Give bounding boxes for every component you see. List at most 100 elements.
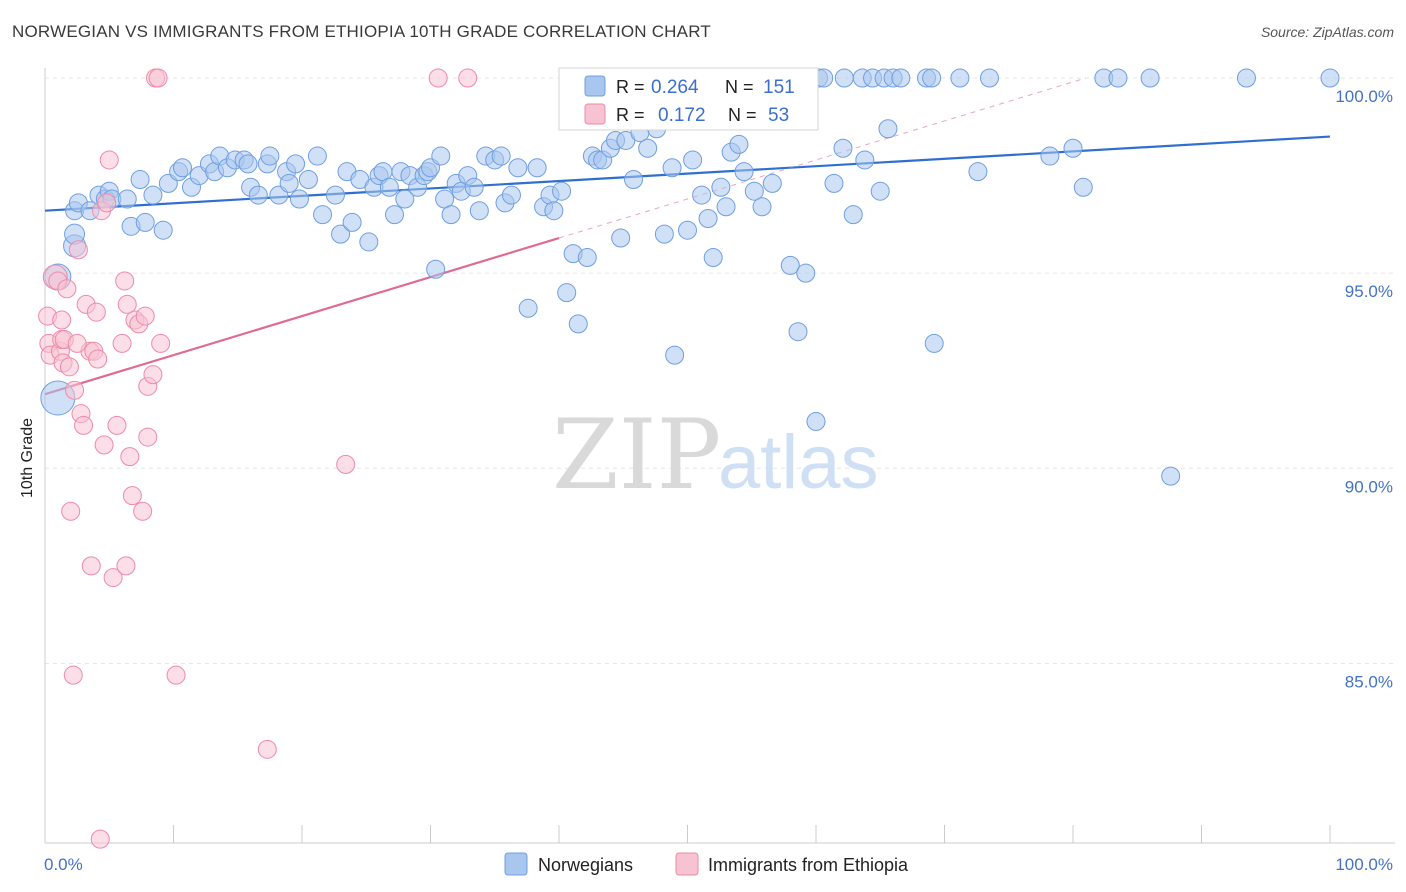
point-norwegians-28 [238, 154, 258, 174]
watermark-atlas: atlas [718, 420, 879, 505]
point-norwegians-74 [518, 298, 538, 318]
point-norwegians-78 [544, 201, 564, 221]
point-norwegians-89 [611, 228, 631, 248]
point-norwegians-80 [557, 283, 577, 303]
point-norwegians-120 [878, 119, 898, 139]
point-norwegians-106 [729, 134, 749, 154]
point-norwegians-46 [359, 232, 379, 252]
point-ethiopia-9 [57, 279, 77, 299]
bottom-legend-swatch-ethiopia [675, 852, 699, 876]
point-ethiopia-39 [138, 427, 158, 447]
point-ethiopia-22 [88, 349, 108, 369]
point-norwegians-51 [385, 205, 405, 225]
legend-n-value-1: 151 [763, 77, 795, 98]
point-norwegians-42 [331, 224, 351, 244]
point-norwegians-113 [796, 263, 816, 283]
point-norwegians-125 [1073, 177, 1093, 197]
point-norwegians-14 [135, 212, 155, 232]
point-norwegians-36 [286, 154, 306, 174]
bottom-legend-label-ethiopia: Immigrants from Ethiopia [708, 855, 909, 875]
point-norwegians-30 [248, 185, 268, 205]
point-ethiopia-50 [90, 829, 110, 849]
legend-n-value-2: 53 [768, 105, 789, 126]
point-norwegians-104 [716, 197, 736, 217]
point-norwegians-93 [638, 138, 658, 158]
legend-n-label-1: N = [725, 77, 754, 97]
point-ethiopia-16 [74, 415, 94, 435]
axes [44, 68, 1395, 844]
legend-n-label-2: N = [728, 105, 757, 125]
point-norwegians-15 [143, 185, 163, 205]
point-norwegians-114 [806, 411, 826, 431]
point-norwegians-35 [279, 173, 299, 193]
point-norwegians-19 [172, 158, 192, 178]
point-norwegians-60 [431, 146, 451, 166]
point-ethiopia-12 [63, 665, 83, 685]
point-norwegians-38 [298, 169, 318, 189]
legend-r-value-1: 0.264 [651, 77, 699, 98]
point-ethiopia-49 [458, 68, 478, 88]
point-norwegians-67 [469, 201, 489, 221]
y-tick-label-1: 95.0% [1345, 282, 1393, 301]
point-norwegians-143 [1320, 68, 1340, 88]
point-ethiopia-52 [67, 333, 87, 353]
point-norwegians-140 [1108, 68, 1128, 88]
point-ethiopia-30 [115, 271, 135, 291]
legend-r-value-2: 0.172 [658, 105, 706, 126]
point-norwegians-136 [922, 68, 942, 88]
point-norwegians-123 [1040, 146, 1060, 166]
point-ethiopia-31 [116, 556, 136, 576]
point-norwegians-40 [313, 205, 333, 225]
point-norwegians-100 [692, 185, 712, 205]
point-norwegians-116 [833, 138, 853, 158]
point-norwegians-111 [780, 255, 800, 275]
point-norwegians-75 [527, 158, 547, 178]
point-norwegians-16 [153, 220, 173, 240]
trend-line-ethiopia [44, 236, 560, 396]
point-ethiopia-28 [107, 415, 127, 435]
point-norwegians-138 [979, 68, 999, 88]
point-norwegians-95 [654, 224, 674, 244]
point-norwegians-137 [950, 68, 970, 88]
point-norwegians-73 [508, 158, 528, 178]
point-ethiopia-38 [135, 306, 155, 326]
trend-line-ethiopia-extension [558, 77, 1086, 239]
point-norwegians-70 [491, 146, 511, 166]
watermark-zip: ZIP [552, 399, 721, 511]
y-tick-label-0: 100.0% [1335, 87, 1393, 106]
point-norwegians-108 [744, 181, 764, 201]
point-norwegians-134 [891, 68, 911, 88]
y-axis-title: 10th Grade [19, 418, 36, 498]
point-norwegians-41 [325, 185, 345, 205]
point-norwegians-72 [501, 185, 521, 205]
point-norwegians-83 [577, 248, 597, 268]
data-points [38, 68, 1340, 849]
bottom-legend-label-norwegians: Norwegians [538, 855, 633, 875]
point-norwegians-109 [752, 197, 772, 217]
point-norwegians-98 [678, 220, 697, 240]
point-norwegians-102 [703, 248, 723, 268]
point-ethiopia-19 [81, 556, 101, 576]
point-norwegians-118 [855, 150, 875, 170]
point-ethiopia-32 [117, 294, 137, 314]
point-norwegians-115 [824, 173, 844, 193]
legend-r-label-1: R = [616, 77, 645, 97]
y-tick-label-2: 90.0% [1345, 477, 1393, 496]
point-ethiopia-37 [133, 501, 153, 521]
point-ethiopia-41 [143, 365, 163, 385]
point-norwegians-141 [1140, 68, 1160, 88]
point-ethiopia-11 [61, 501, 81, 521]
point-norwegians-107 [734, 162, 754, 182]
stats-legend: R = 0.264 N = 151 R = 0.172 N = 53 [558, 67, 819, 131]
point-norwegians-53 [395, 189, 415, 209]
point-ethiopia-25 [97, 193, 117, 213]
tick-labels: 100.0% 95.0% 90.0% 85.0% 0.0% 100.0% [44, 87, 1393, 874]
point-ethiopia-51 [52, 310, 72, 330]
point-norwegians-62 [441, 205, 461, 225]
point-ethiopia-24 [94, 435, 114, 455]
point-norwegians-103 [711, 177, 731, 197]
point-ethiopia-13 [65, 380, 85, 400]
legend-r-label-2: R = [616, 105, 645, 125]
point-norwegians-124 [1063, 138, 1083, 158]
point-norwegians-59 [426, 259, 446, 279]
